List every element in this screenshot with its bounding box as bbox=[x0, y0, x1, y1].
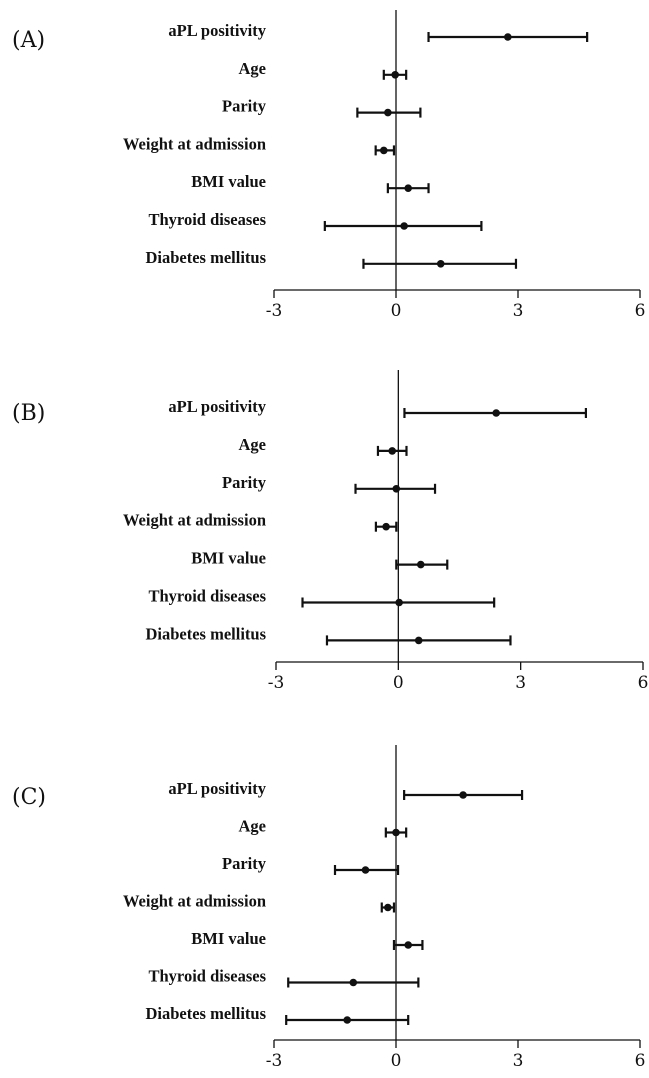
point-estimate bbox=[392, 828, 400, 837]
point-estimate bbox=[414, 636, 423, 645]
row-label: Weight at admission bbox=[123, 134, 266, 153]
row-label: Age bbox=[239, 817, 267, 836]
row-label: aPL positivity bbox=[168, 21, 266, 40]
point-estimate bbox=[400, 222, 408, 230]
row-label: Diabetes mellitus bbox=[145, 624, 266, 643]
point-estimate bbox=[404, 184, 413, 192]
point-estimate bbox=[391, 71, 399, 79]
point-estimate bbox=[492, 409, 501, 417]
point-estimate bbox=[388, 447, 397, 455]
x-tick-label: -3 bbox=[266, 301, 283, 321]
x-tick-label: 0 bbox=[393, 673, 404, 693]
row-label: BMI value bbox=[191, 549, 266, 568]
row-label: BMI value bbox=[191, 929, 266, 948]
point-estimate bbox=[349, 978, 358, 987]
row-label: Weight at admission bbox=[123, 511, 266, 530]
x-tick-label: 0 bbox=[391, 301, 402, 321]
point-estimate bbox=[361, 866, 370, 874]
point-estimate bbox=[392, 485, 401, 493]
x-tick-label: -3 bbox=[266, 1051, 283, 1071]
point-estimate bbox=[459, 791, 467, 799]
forest-panel-1: (A) -3 0 3 6 aPL positivity Age Parity Weight at… bbox=[12, 10, 645, 321]
row-label: Age bbox=[239, 435, 267, 454]
point-estimate bbox=[416, 560, 425, 569]
forest-panel-2: (B) -3 0 3 6 aPL positivity Age Parity Weight at… bbox=[12, 370, 648, 693]
x-tick-label: 3 bbox=[515, 673, 526, 693]
panel-label: (C) bbox=[12, 785, 46, 810]
x-tick-label: 3 bbox=[513, 301, 524, 321]
row-label: Parity bbox=[222, 854, 267, 873]
panel-label: (B) bbox=[12, 401, 45, 426]
point-estimate bbox=[504, 33, 512, 41]
row-label: Thyroid diseases bbox=[148, 210, 266, 229]
row-label: Parity bbox=[222, 97, 267, 116]
point-estimate bbox=[436, 260, 445, 268]
row-label: Thyroid diseases bbox=[148, 587, 266, 606]
row-label: Diabetes mellitus bbox=[145, 248, 266, 267]
point-estimate bbox=[404, 941, 413, 949]
point-estimate bbox=[382, 522, 390, 531]
point-estimate bbox=[343, 1016, 352, 1024]
panel-label: (A) bbox=[12, 28, 45, 53]
x-tick-label: -3 bbox=[268, 673, 285, 693]
x-tick-label: 0 bbox=[391, 1051, 402, 1071]
forest-panel-3: (C) -3 0 3 6 aPL positivity Age Parity Weight at… bbox=[12, 745, 645, 1071]
row-label: Age bbox=[239, 59, 267, 78]
point-estimate bbox=[380, 146, 388, 155]
x-tick-label: 6 bbox=[635, 301, 646, 321]
point-estimate bbox=[384, 108, 392, 117]
row-label: Thyroid diseases bbox=[148, 967, 266, 986]
row-label: aPL positivity bbox=[168, 779, 266, 798]
row-label: Weight at admission bbox=[123, 892, 266, 911]
x-tick-label: 6 bbox=[638, 673, 649, 693]
x-tick-label: 3 bbox=[513, 1051, 524, 1071]
row-label: Parity bbox=[222, 473, 267, 492]
x-tick-label: 6 bbox=[635, 1051, 646, 1071]
point-estimate bbox=[395, 598, 403, 607]
row-label: aPL positivity bbox=[168, 397, 266, 416]
row-label: BMI value bbox=[191, 172, 266, 191]
row-label: Diabetes mellitus bbox=[145, 1004, 266, 1023]
point-estimate bbox=[384, 903, 392, 912]
